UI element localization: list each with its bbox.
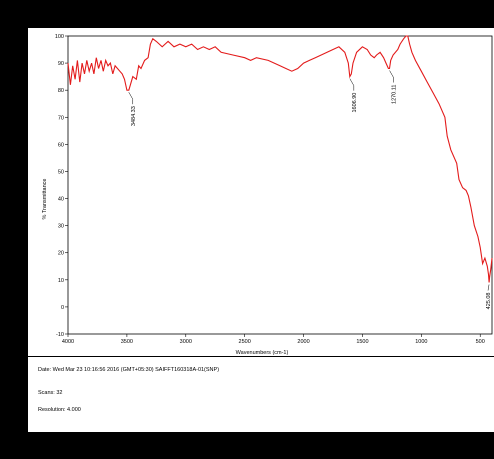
report-footer: Date: Wed Mar 23 10:16:56 2016 (GMT+05:3… [28, 356, 494, 432]
date-line: Date: Wed Mar 23 10:16:56 2016 (GMT+05:3… [38, 367, 220, 373]
x-tick-label: 2500 [239, 339, 251, 345]
x-tick-label: 3000 [180, 339, 192, 345]
x-tick-label: 3500 [121, 339, 133, 345]
peak-label-1: 1606.90 [349, 78, 358, 113]
y-tick-label: 100 [55, 34, 64, 40]
x-tick-label: 2000 [297, 339, 309, 345]
peak-label-2: 1270.11 [389, 70, 398, 104]
y-tick-label: 50 [58, 169, 64, 175]
y-tick-label: -10 [56, 332, 64, 338]
y-tick-label: 60 [58, 142, 64, 148]
x-tick-label: 1000 [415, 339, 427, 345]
x-tick-label: 500 [476, 339, 485, 345]
y-tick-label: 20 [58, 251, 64, 257]
peak-value: 1606.90 [352, 93, 358, 113]
y-tick-label: 40 [58, 197, 64, 203]
peak-label-3: 425.08 [486, 284, 492, 310]
axes [65, 35, 493, 337]
transmittance-line [67, 35, 493, 283]
peak-value: 1270.11 [392, 85, 398, 104]
x-tick-label: 1500 [356, 339, 368, 345]
x-axis-label: Wavenumbers (cm-1) [236, 350, 289, 356]
y-tick-label: 0 [61, 305, 64, 311]
y-axis-label: % Transmittance [42, 179, 48, 220]
x-tick-label: 4000 [62, 339, 74, 345]
tick-labels: -10 0 10 20 30 40 50 60 70 80 90 100 4000 3500 3000 250… [55, 34, 485, 345]
peak-value: 3484.33 [131, 106, 137, 126]
peak-value: 425.08 [486, 293, 492, 310]
y-tick-label: 10 [58, 278, 64, 284]
peak-label-0: 3484.33 [128, 92, 137, 126]
peak-annotations: 3484.33 1606.90 1270.11 425.08 [128, 70, 492, 310]
scans-line: Scans: 32 [38, 390, 63, 396]
plot-frame [67, 35, 493, 335]
y-tick-label: 80 [58, 88, 64, 94]
y-tick-label: 90 [58, 61, 64, 67]
y-tick-label: 30 [58, 224, 64, 230]
resolution-line: Resolution: 4.000 [38, 407, 81, 413]
y-tick-label: 70 [58, 115, 64, 121]
